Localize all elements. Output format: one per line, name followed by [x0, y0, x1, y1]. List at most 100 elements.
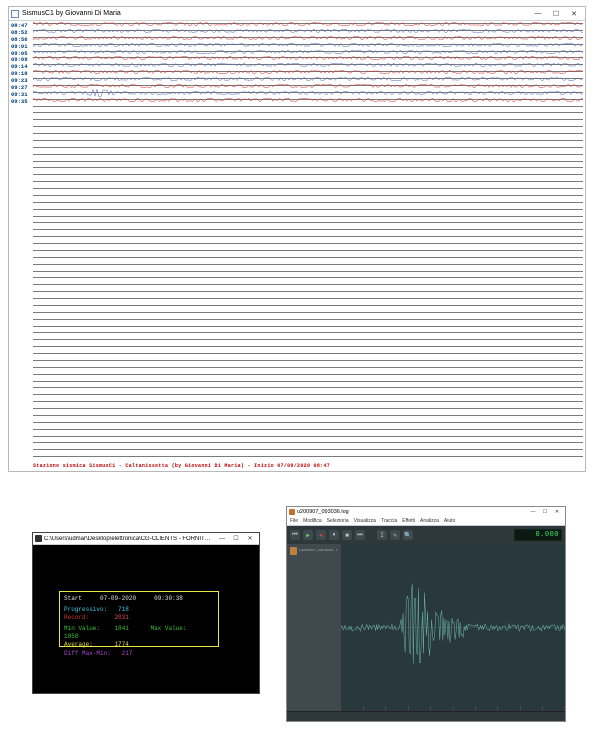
- audio-title: u200907_093036.log: [297, 509, 527, 515]
- timestamp-label: 08:56: [11, 37, 28, 43]
- min-label: Min Value:: [64, 625, 100, 632]
- audio-toolbar: ⏮ ▶ ● ⏸ ■ ⏭ I ✎ 🔍 0.000: [287, 526, 565, 544]
- minimize-button[interactable]: —: [215, 534, 229, 544]
- maximize-button[interactable]: ☐: [539, 508, 551, 517]
- start-time: 09:30:38: [154, 595, 183, 602]
- grid-line: [33, 346, 583, 347]
- pause-button[interactable]: ⏸: [329, 530, 339, 540]
- grid-line: [33, 415, 583, 416]
- stop-button[interactable]: ■: [342, 530, 352, 540]
- prog-value: 718: [118, 606, 129, 613]
- console-box: Start 07-09-2020 09:30:38 Progressivo: 7…: [59, 591, 219, 647]
- cursor-tool-button[interactable]: I: [377, 530, 387, 540]
- menu-item[interactable]: Modifica: [303, 518, 322, 524]
- audio-editor-window: u200907_093036.log — ☐ ✕ File Modifica Sel…: [286, 506, 566, 722]
- close-button[interactable]: ✕: [551, 508, 563, 517]
- grid-line: [33, 257, 583, 258]
- grid-line: [33, 264, 583, 265]
- console-icon: [35, 535, 42, 542]
- grid-line: [33, 112, 583, 113]
- menu-item[interactable]: Visualizza: [354, 518, 376, 524]
- menu-item[interactable]: Aiuto: [444, 518, 455, 524]
- grid-line: [33, 339, 583, 340]
- app-icon: [11, 10, 19, 18]
- record-label: Record:: [64, 614, 89, 621]
- record-value: 2031: [114, 614, 128, 621]
- timestamp-label: 09:27: [11, 85, 28, 91]
- grid-line: [33, 353, 583, 354]
- grid-line: [33, 147, 583, 148]
- audio-app-icon: [289, 509, 295, 515]
- timestamp-label: 09:14: [11, 64, 28, 70]
- max-label: Max Value:: [150, 625, 186, 632]
- prog-label: Progressivo:: [64, 606, 107, 613]
- menu-item[interactable]: Seleziona: [327, 518, 349, 524]
- skip-end-button[interactable]: ⏭: [355, 530, 365, 540]
- grid-line: [33, 181, 583, 182]
- grid-line: [33, 229, 583, 230]
- timestamp-label: 09:23: [11, 78, 28, 84]
- grid-line: [33, 126, 583, 127]
- grid-line: [33, 367, 583, 368]
- console-titlebar[interactable]: C:\Users\udmar\Desktop\elettronica\CG-CL…: [33, 533, 259, 545]
- grid-line: [33, 298, 583, 299]
- record-button[interactable]: ●: [316, 530, 326, 540]
- menu-item[interactable]: Effetti: [402, 518, 415, 524]
- track-label: u200907_093036.log: [299, 549, 338, 553]
- grid-line: [33, 449, 583, 450]
- play-button[interactable]: ▶: [303, 530, 313, 540]
- timestamp-label: 09:09: [11, 57, 28, 63]
- grid-line: [33, 401, 583, 402]
- seismograph-titlebar[interactable]: SismusC1 by Giovanni Di Maria — ☐ ✕: [9, 7, 585, 21]
- grid-line: [33, 140, 583, 141]
- minimize-button[interactable]: —: [527, 508, 539, 517]
- timestamp-label: 08:52: [11, 30, 28, 36]
- grid-line: [33, 195, 583, 196]
- audio-body: u200907_093036.log: [287, 544, 565, 711]
- grid-line: [33, 326, 583, 327]
- window-controls: — ☐ ✕: [527, 508, 563, 517]
- max-value: 1858: [64, 633, 78, 640]
- seismograph-body: 08:4708:5208:5609:0109:0509:0909:1409:18…: [9, 21, 585, 471]
- menu-item[interactable]: Traccia: [381, 518, 397, 524]
- close-button[interactable]: ✕: [565, 8, 583, 20]
- grid-line: [33, 216, 583, 217]
- grid-line: [33, 236, 583, 237]
- grid-line: [33, 291, 583, 292]
- console-title: C:\Users\udmar\Desktop\elettronica\CG-CL…: [44, 536, 215, 542]
- minimize-button[interactable]: —: [529, 8, 547, 20]
- window-controls: — ☐ ✕: [215, 534, 257, 544]
- grid-line: [33, 332, 583, 333]
- waveform-area[interactable]: [341, 544, 565, 711]
- grid-line: [33, 381, 583, 382]
- audio-menubar: File Modifica Seleziona Visualizza Traccia Ef…: [287, 517, 565, 526]
- menu-item[interactable]: Analizza: [420, 518, 439, 524]
- maximize-button[interactable]: ☐: [547, 8, 565, 20]
- window-controls: — ☐ ✕: [529, 8, 583, 20]
- audio-titlebar[interactable]: u200907_093036.log — ☐ ✕: [287, 507, 565, 517]
- diff-value: 217: [122, 650, 133, 657]
- grid-line: [33, 360, 583, 361]
- grid-line: [33, 442, 583, 443]
- skip-start-button[interactable]: ⏮: [290, 530, 300, 540]
- zoom-tool-button[interactable]: 🔍: [403, 530, 413, 540]
- grid-line: [33, 154, 583, 155]
- close-button[interactable]: ✕: [243, 534, 257, 544]
- track-item[interactable]: u200907_093036.log: [289, 546, 339, 556]
- grid-line: [33, 243, 583, 244]
- grid-line: [33, 188, 583, 189]
- console-window: C:\Users\udmar\Desktop\elettronica\CG-CL…: [32, 532, 260, 694]
- grid-line: [33, 250, 583, 251]
- start-date: 07-09-2020: [100, 595, 136, 602]
- seismograph-window: SismusC1 by Giovanni Di Maria — ☐ ✕ 08:4…: [8, 6, 586, 472]
- grid-line: [33, 408, 583, 409]
- menu-item[interactable]: File: [290, 518, 298, 524]
- maximize-button[interactable]: ☐: [229, 534, 243, 544]
- envelope-tool-button[interactable]: ✎: [390, 530, 400, 540]
- grid-line: [33, 422, 583, 423]
- grid-line: [33, 319, 583, 320]
- grid-line: [33, 394, 583, 395]
- grid-line: [33, 271, 583, 272]
- grid-line: [33, 106, 583, 107]
- grid-line: [33, 174, 583, 175]
